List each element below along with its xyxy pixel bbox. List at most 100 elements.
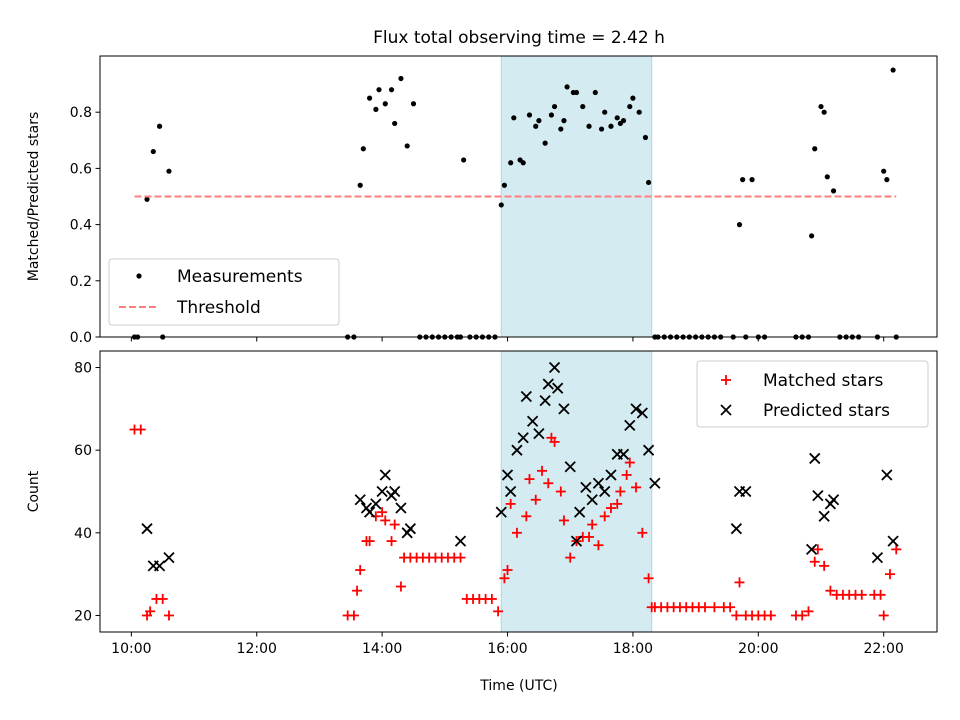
measurement-point <box>592 89 598 96</box>
matched-star-point <box>395 581 406 592</box>
measurement-point <box>586 123 592 129</box>
x-tick-label: 16:00 <box>487 641 527 657</box>
predicted-star-point <box>809 452 821 465</box>
matched-star-point <box>530 494 541 505</box>
bottom-axes-frame <box>99 350 938 633</box>
matched-star-point <box>878 610 889 621</box>
y-tick-label: 0.6 <box>70 161 92 177</box>
matched-star-point <box>643 573 654 584</box>
predicted-star-point <box>163 551 175 564</box>
matched-star-point <box>891 544 902 555</box>
x-tick-label: 12:00 <box>237 641 277 657</box>
measurement-point <box>564 84 570 90</box>
measurement-point <box>573 89 580 96</box>
matched-star-point <box>558 515 569 526</box>
predicted-star-point <box>599 485 611 498</box>
legend-label-measurements: Measurements <box>177 267 303 287</box>
measurement-point <box>645 179 652 186</box>
legend-label-predicted: Predicted stars <box>763 401 890 421</box>
measurement-point <box>881 168 887 174</box>
matched-star-point <box>511 527 522 538</box>
matched-star-point <box>521 511 532 522</box>
predicted-star-point <box>592 477 605 489</box>
bottom-y-ticks: 20 40 60 80 <box>74 361 100 624</box>
measurement-point <box>627 103 633 110</box>
chart-title: Flux total observing time = 2.42 h <box>373 28 665 48</box>
predicted-star-point <box>818 510 830 522</box>
matched-star-point <box>549 436 560 447</box>
x-tick-label: 10:00 <box>111 641 151 657</box>
measurement-point <box>508 160 514 166</box>
predicted-star-point <box>370 498 382 510</box>
bottom-x-ticks: 10:00 12:00 14:00 16:00 18:00 20:00 22:00 <box>111 632 904 657</box>
matched-star-point <box>734 577 745 588</box>
measurement-point <box>533 123 539 129</box>
predicted-star-point <box>141 523 153 535</box>
predicted-star-point <box>552 382 564 394</box>
measurement-point <box>749 177 755 183</box>
measurement-point <box>630 95 636 101</box>
bottom-legend: Matched stars Predicted stars <box>696 360 929 428</box>
measurement-point <box>558 126 564 132</box>
matched-star-point <box>812 544 823 555</box>
matched-star-point <box>352 585 363 596</box>
measurement-point <box>620 118 627 124</box>
measurement-point <box>830 188 837 194</box>
matched-star-point <box>725 602 736 613</box>
matched-star-point <box>486 593 497 604</box>
predicted-star-point <box>539 394 551 407</box>
matched-star-point <box>543 478 554 489</box>
matched-star-point <box>537 465 548 476</box>
predicted-star-point <box>605 469 617 481</box>
matched-star-point <box>493 606 504 617</box>
predicted-star-point <box>153 560 166 572</box>
matched-star-point <box>364 536 375 547</box>
top-axes-frame <box>99 55 938 338</box>
predicted-star-point <box>495 506 507 518</box>
predicted-star-point <box>649 477 661 489</box>
x-tick-label: 20:00 <box>738 641 778 657</box>
bottom-panel: 20 40 60 80 10:00 12:00 14:00 16:00 18:00 20:00 2… <box>26 350 938 694</box>
matched-star-point <box>355 565 366 576</box>
measurement-point <box>602 109 608 115</box>
measurement-point <box>366 95 373 101</box>
predicted-star-point <box>520 390 532 403</box>
measurement-point <box>821 109 827 115</box>
matched-star-point <box>621 469 632 480</box>
matched-star-point <box>856 589 867 600</box>
measurement-point <box>376 87 382 93</box>
matched-star-point <box>505 498 516 509</box>
matched-star-point <box>631 482 642 493</box>
measurement-point <box>501 182 507 188</box>
matched-star-point <box>502 565 513 576</box>
matched-star-point <box>377 507 388 518</box>
predicted-star-point <box>376 485 388 498</box>
measurement-point <box>548 112 555 118</box>
measurement-point <box>824 174 830 180</box>
predicted-star-point <box>395 502 407 514</box>
predicted-star-point <box>564 461 576 473</box>
matched-star-point <box>884 569 895 580</box>
matched-star-point <box>584 531 595 542</box>
predicted-star-point <box>805 543 818 555</box>
y-tick-label: 80 <box>74 361 92 377</box>
predicted-star-point <box>573 506 586 518</box>
matched-star-point <box>709 602 720 613</box>
predicted-star-point <box>454 535 467 547</box>
matched-star-point <box>348 610 359 621</box>
y-tick-label: 60 <box>74 443 92 459</box>
top-x-ticks <box>130 337 885 342</box>
matched-star-point <box>380 515 391 526</box>
legend-plus-marker <box>721 375 731 385</box>
predicted-star-point <box>624 419 636 432</box>
matched-star-point <box>163 610 174 621</box>
measurement-point <box>636 109 642 115</box>
matched-star-point <box>135 424 146 435</box>
predicted-star-point <box>812 489 824 502</box>
predicted-star-point <box>570 535 583 547</box>
measurement-point <box>166 168 172 174</box>
x-tick-label: 14:00 <box>362 641 402 657</box>
measurement-point <box>551 103 558 110</box>
predicted-star-point <box>511 444 523 456</box>
